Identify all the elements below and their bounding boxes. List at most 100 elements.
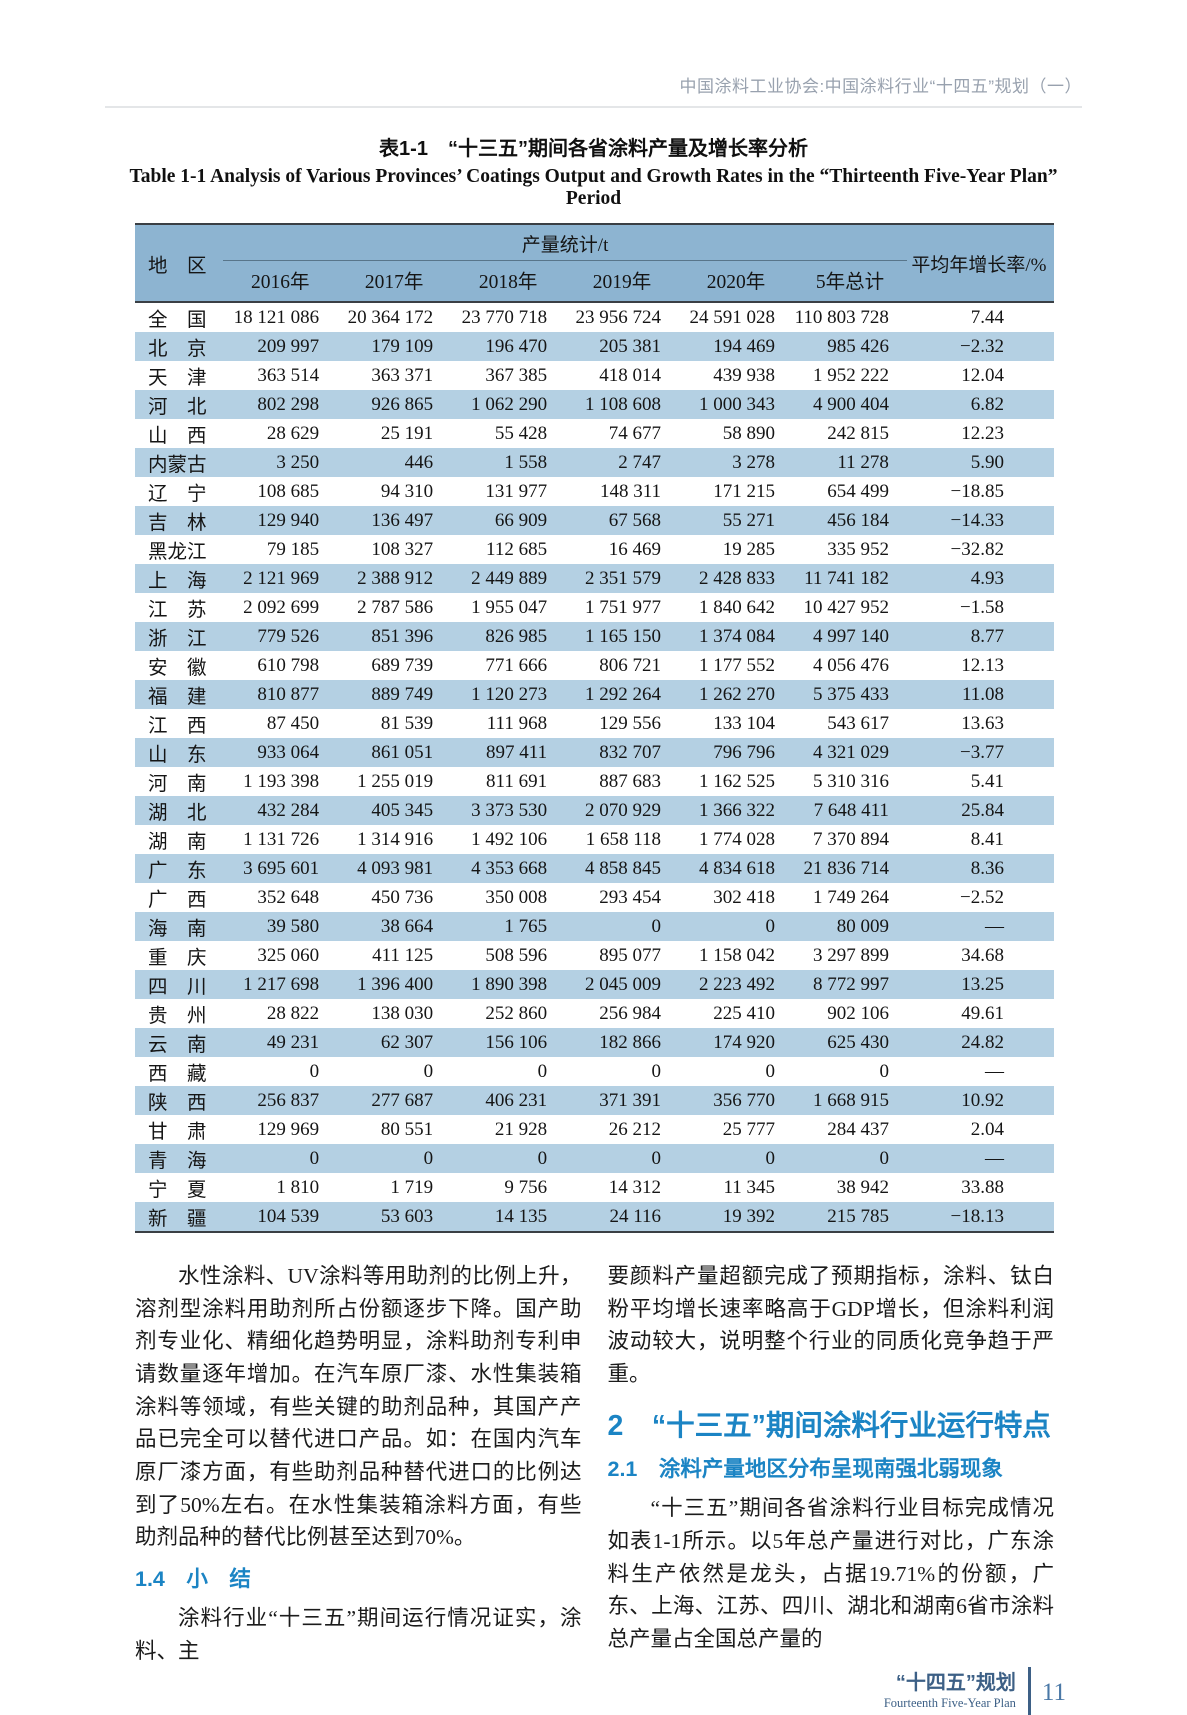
output-value-cell: 5 310 316 [812, 770, 889, 792]
output-value-cell: 439 938 [713, 364, 775, 386]
output-value-cell: 55 271 [679, 506, 793, 535]
region-cell: 江 苏 [148, 600, 207, 621]
table-row: 新 疆 104 539 53 603 14 135 24 116 19 392 215 78… [135, 1202, 1054, 1232]
output-value-cell: 74 677 [608, 422, 662, 444]
output-value-cell: 80 009 [792, 912, 907, 941]
output-value-cell: 806 721 [599, 654, 662, 676]
output-value-cell: 1 719 [390, 1176, 434, 1198]
running-header: 中国涂料工业协会:中国涂料行业“十四五”规划（一） [679, 77, 1082, 96]
output-value-cell: 0 [679, 1144, 793, 1173]
growth-rate-cell: 13.63 [961, 712, 1004, 734]
output-value-cell: 610 798 [257, 654, 320, 676]
region-cell: 河 南 [148, 774, 207, 795]
growth-rate-cell: −14.33 [906, 506, 1054, 535]
output-value-cell: 28 822 [266, 1002, 320, 1024]
output-value-cell: 1 492 106 [471, 828, 548, 850]
region-cell: 辽 宁 [148, 484, 207, 505]
region-cell: 山 西 [148, 426, 207, 447]
region-cell: 四 川 [135, 970, 224, 999]
output-value-cell: 796 796 [679, 738, 793, 767]
output-value-cell: 1 108 608 [565, 390, 680, 419]
growth-rate-cell: −32.82 [950, 538, 1004, 560]
region-cell: 山 东 [135, 738, 224, 767]
output-value-cell: 1 668 915 [792, 1086, 907, 1115]
table-row: 江 西 87 450 81 539 111 968 129 556 133 104 543 … [135, 709, 1054, 738]
output-value-cell: 3 297 899 [812, 944, 889, 966]
growth-rate-cell: 8.77 [906, 622, 1054, 651]
output-value-cell: 432 284 [223, 796, 338, 825]
output-value-cell: 3 373 530 [451, 796, 566, 825]
output-value-cell: 3 695 601 [223, 854, 338, 883]
table-row: 陕 西 256 837 277 687 406 231 371 391 356 770 1 … [135, 1086, 1054, 1115]
output-value-cell: 2 121 969 [223, 564, 338, 593]
region-cell: 湖 南 [148, 832, 207, 853]
region-cell: 湖 北 [135, 796, 224, 825]
output-value-cell: 1 955 047 [471, 596, 548, 618]
output-value-cell: 446 [337, 448, 452, 477]
growth-rate-cell: −2.52 [960, 886, 1004, 908]
output-value-cell: 24 591 028 [689, 306, 775, 328]
col-header-year-2016: 2016年 [223, 260, 338, 302]
table-row: 云 南 49 231 62 307 156 106 182 866 174 920 625 … [135, 1028, 1054, 1057]
output-value-cell: 1 396 400 [337, 970, 452, 999]
output-value-cell: 1 177 552 [698, 654, 775, 676]
output-value-cell: 933 064 [223, 738, 338, 767]
col-header-growth: 平均年增长率/% [906, 223, 1054, 302]
growth-rate-cell: 34.68 [961, 944, 1004, 966]
output-value-cell: 625 430 [792, 1028, 907, 1057]
output-value-cell: 0 [423, 1060, 434, 1082]
region-cell: 吉 林 [135, 506, 224, 535]
output-value-cell: 26 212 [608, 1118, 662, 1140]
growth-rate-cell: 10.92 [906, 1086, 1054, 1115]
output-value-cell: 2 388 912 [337, 564, 452, 593]
output-value-cell: 2 070 929 [565, 796, 680, 825]
output-value-cell: 131 977 [485, 480, 548, 502]
growth-rate-cell: 12.04 [961, 364, 1004, 386]
output-value-cell: 205 381 [565, 332, 680, 361]
output-value-cell: 779 526 [223, 622, 338, 651]
table-row: 青 海 0 0 0 0 0 0— [135, 1144, 1054, 1173]
output-value-cell: 411 125 [372, 944, 434, 966]
table-row: 河 北 802 298 926 865 1 062 290 1 108 608 1 000… [135, 390, 1054, 419]
output-value-cell: 2 045 009 [565, 970, 680, 999]
table-row: 北 京 209 997 179 109 196 470 205 381 194 469 98… [135, 332, 1054, 361]
output-value-cell: 3 250 [223, 448, 338, 477]
output-value-cell: 194 469 [679, 332, 793, 361]
output-value-cell: 19 392 [679, 1202, 793, 1232]
table-row: 黑龙江 79 185 108 327 112 685 16 469 19 285 335 9… [135, 535, 1054, 564]
region-cell: 上 海 [135, 564, 224, 593]
output-value-cell: 11 345 [723, 1176, 775, 1198]
output-value-cell: 0 [651, 1060, 662, 1082]
output-value-cell: 0 [309, 1060, 320, 1082]
table-row: 天 津 363 514 363 371 367 385 418 014 439 938 1 … [135, 361, 1054, 390]
growth-rate-cell: 8.41 [970, 828, 1004, 850]
output-value-cell: 985 426 [792, 332, 907, 361]
region-cell: 福 建 [135, 680, 224, 709]
growth-rate-cell: — [985, 1060, 1004, 1082]
output-value-cell: 179 109 [337, 332, 452, 361]
region-cell: 云 南 [135, 1028, 224, 1057]
output-value-cell: 11 278 [792, 448, 907, 477]
output-value-cell: 1 751 977 [585, 596, 662, 618]
output-value-cell: 0 [565, 912, 680, 941]
output-value-cell: 902 106 [827, 1002, 889, 1024]
output-value-cell: 350 008 [485, 886, 548, 908]
region-cell: 河 北 [135, 390, 224, 419]
page-footer: “十四五”规划 Fourteenth Five-Year Plan 11 [105, 1667, 1082, 1715]
header-rule [105, 106, 1082, 108]
table-row: 内蒙古 3 250 446 1 558 2 747 3 278 11 278 5.90 [135, 448, 1054, 477]
output-value-cell: 38 942 [836, 1176, 889, 1198]
table-row: 辽 宁 108 685 94 310 131 977 148 311 171 215 654… [135, 477, 1054, 506]
output-value-cell: 25 191 [380, 422, 434, 444]
output-value-cell: 851 396 [337, 622, 452, 651]
output-value-cell: 654 499 [827, 480, 889, 502]
output-value-cell: 108 685 [257, 480, 320, 502]
output-value-cell: 138 030 [371, 1002, 434, 1024]
growth-rate-cell: — [906, 1144, 1054, 1173]
growth-rate-cell: −2.32 [906, 332, 1054, 361]
region-cell: 江 西 [148, 716, 207, 737]
table-row: 宁 夏 1 810 1 719 9 756 14 312 11 345 38 942 33.8… [135, 1173, 1054, 1202]
output-value-cell: 21 928 [494, 1118, 548, 1140]
table-row: 安 徽 610 798 689 739 771 666 806 721 1 177 552… [135, 651, 1054, 680]
